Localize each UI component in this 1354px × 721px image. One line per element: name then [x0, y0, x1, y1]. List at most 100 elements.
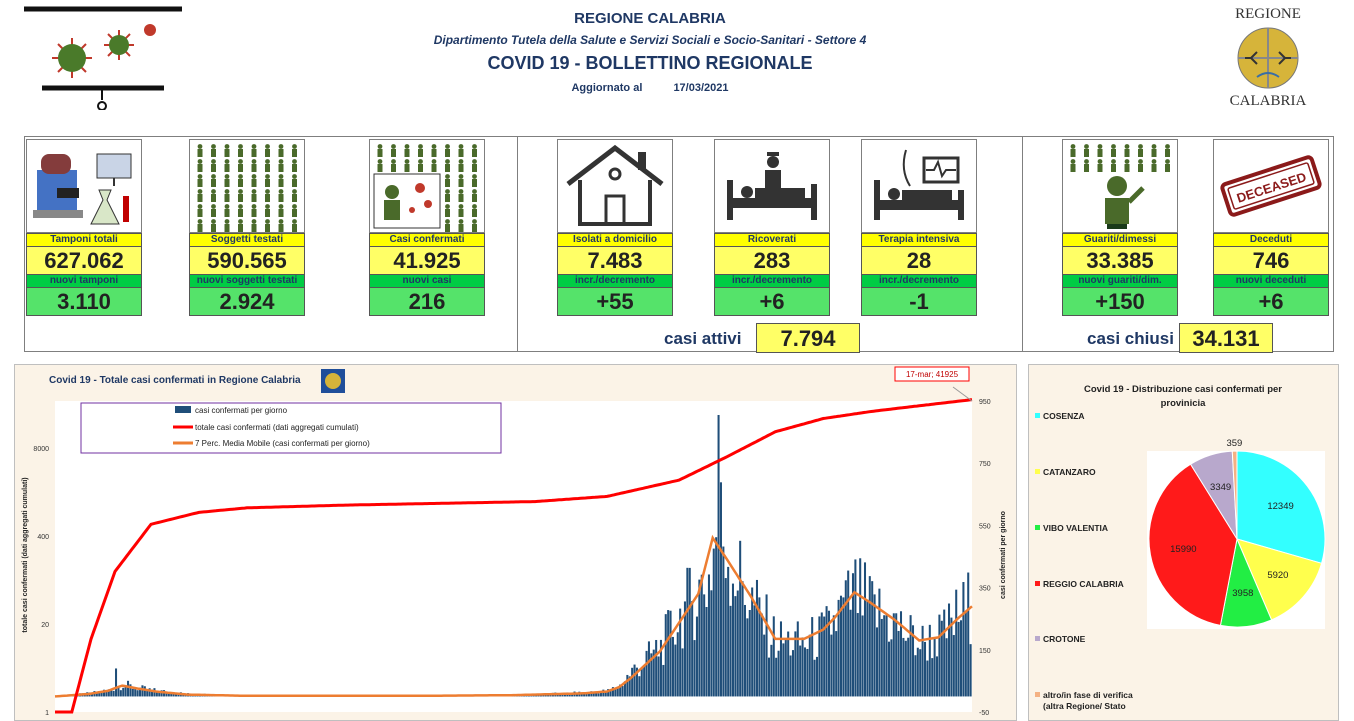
kpi-value: 7.483 [557, 247, 673, 275]
daily-bar [751, 587, 754, 697]
pie-title-line2: provinicia [1161, 398, 1207, 409]
kpi-label-new: incr./decremento [714, 275, 830, 288]
daily-bar [883, 615, 886, 697]
person-figure-icon [458, 159, 464, 172]
daily-bar [175, 693, 178, 697]
daily-bar [962, 582, 965, 697]
daily-bar [940, 620, 943, 697]
daily-bar [710, 590, 713, 697]
daily-bar [655, 639, 658, 697]
daily-bar [105, 690, 108, 697]
daily-bar [595, 691, 598, 697]
daily-bar [693, 640, 696, 697]
pie-slice-value: 3349 [1210, 482, 1231, 493]
daily-bar [645, 650, 648, 697]
casi-attivi-label: casi attivi [664, 329, 742, 348]
kpi-value: 627.062 [26, 247, 142, 275]
person-figure-icon [224, 174, 230, 187]
daily-bar [871, 581, 874, 697]
kpi-value-new: 3.110 [26, 288, 142, 316]
daily-bar [799, 645, 802, 697]
daily-bar [904, 640, 907, 697]
kpi-label-new: nuovi tamponi [26, 275, 142, 288]
person-figure-icon [1151, 159, 1157, 172]
kpi-group-active: Isolati a domicilio 7.483 incr./decremen… [517, 136, 1023, 353]
daily-bar [633, 664, 636, 697]
kpi-label-new: incr./decremento [861, 275, 977, 288]
person-figure-icon [445, 144, 450, 157]
daily-bar [160, 690, 163, 697]
person-figure-icon [251, 174, 257, 187]
pie-slice-value: 15990 [1170, 544, 1196, 555]
daily-bar [700, 574, 703, 697]
daily-bar [683, 601, 686, 697]
legend-label-moving-average: 7 Perc. Media Mobile (casi confermati pe… [195, 439, 370, 448]
daily-bar [957, 621, 960, 697]
daily-bar [947, 603, 951, 697]
daily-bar [664, 614, 667, 697]
daily-bar [967, 572, 970, 697]
daily-bar [885, 615, 888, 697]
pie-slice-value: 3958 [1232, 588, 1253, 599]
daily-bar [736, 590, 739, 697]
left-tick-label: 1 [45, 710, 49, 717]
daily-bar [602, 689, 605, 697]
kpi-label: Terapia intensiva [861, 233, 977, 247]
daily-bar [892, 613, 895, 697]
pie-legend-label: CATANZARO [1043, 467, 1096, 477]
daily-bar [112, 690, 115, 697]
person-figure-icon [1070, 159, 1076, 172]
daily-bar [659, 639, 662, 697]
right-tick-label: 550 [979, 523, 991, 530]
kpi-value: 33.385 [1062, 247, 1178, 275]
person-figure-icon [292, 174, 297, 187]
person-figure-icon [418, 159, 423, 172]
pie-legend-swatch [1035, 413, 1040, 418]
daily-bar [155, 690, 158, 697]
daily-bar [724, 578, 727, 697]
daily-bar [177, 694, 180, 697]
daily-bar [909, 615, 912, 697]
person-figure-icon [278, 219, 284, 232]
daily-bar [667, 610, 670, 697]
daily-bar [847, 570, 850, 697]
person-figure-icon [238, 204, 243, 217]
person-figure-icon [211, 204, 216, 217]
pie-slices [1148, 450, 1326, 628]
daily-bar [839, 595, 843, 697]
daily-bar [791, 650, 795, 697]
daily-bar [938, 614, 941, 697]
daily-bar [117, 686, 120, 697]
daily-bar [803, 647, 807, 697]
person-figure-icon [224, 144, 230, 157]
person-figure-icon [211, 144, 216, 157]
daily-bar [765, 594, 768, 697]
province-pie-chart: Covid 19 - Distribuzione casi confermati… [1035, 384, 1326, 711]
person-figure-icon [1138, 144, 1143, 157]
kpi-value: 283 [714, 247, 830, 275]
daily-bar [712, 548, 715, 697]
person-figure-icon [472, 174, 477, 187]
person-figure-icon [458, 189, 464, 202]
daily-bar [849, 609, 852, 697]
person-figure-icon [1111, 144, 1116, 157]
daily-bar [148, 688, 151, 697]
daily-bar [779, 621, 782, 697]
pie-legend: COSENZA CATANZARO VIBO VALENTIA REGGIO CALA… [1035, 411, 1133, 711]
pie-labels: 12349 5920 3958 15990 3349 359 [1170, 438, 1294, 599]
daily-bar [165, 692, 168, 697]
header-department: Dipartimento Tutela della Salute e Servi… [433, 33, 867, 47]
daily-bar [729, 605, 732, 697]
daily-bar [796, 621, 799, 697]
daily-bar [83, 694, 86, 697]
person-figure-icon [265, 219, 270, 232]
person-figure-icon [211, 159, 216, 172]
daily-bar [777, 650, 780, 697]
daily-bar [931, 658, 934, 697]
daily-bar [844, 580, 847, 697]
daily-bar [604, 691, 607, 697]
person-figure-icon [431, 159, 437, 172]
person-figure-icon [458, 144, 464, 157]
daily-bar [897, 630, 900, 697]
kpi-group-closed: Guariti/dimessi 33.385 nuovi guariti/dim… [1022, 136, 1334, 353]
